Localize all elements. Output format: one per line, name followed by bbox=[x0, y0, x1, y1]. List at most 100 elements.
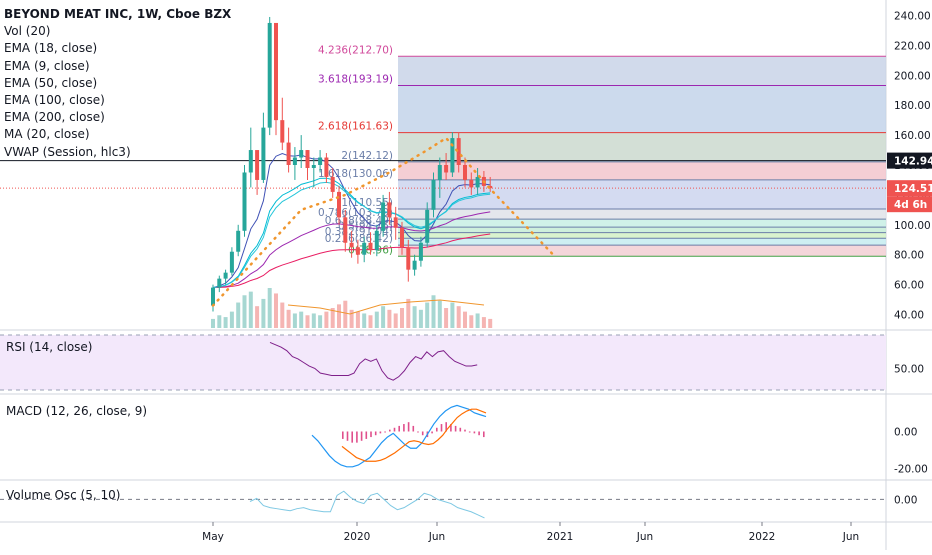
candle-body bbox=[374, 230, 379, 251]
macd-histogram-bar bbox=[431, 431, 433, 434]
candle-body bbox=[418, 242, 423, 261]
volume-bar bbox=[267, 288, 272, 328]
volume-bar bbox=[311, 313, 316, 328]
candle-body bbox=[280, 120, 285, 143]
candle-body bbox=[236, 230, 241, 252]
price-tag bbox=[887, 180, 932, 197]
indicator-item[interactable]: EMA (18, close) bbox=[4, 41, 98, 56]
volume-bar bbox=[229, 311, 234, 328]
indicator-list: Vol (20) EMA (18, close) EMA (9, close) EMA… bbox=[4, 23, 231, 161]
macd-histogram-bar bbox=[464, 429, 466, 432]
indicator-item[interactable]: EMA (100, close) bbox=[4, 93, 105, 108]
price-tick-label: 200.00 bbox=[894, 70, 931, 82]
time-tick-label: Jun bbox=[636, 531, 653, 543]
macd-histogram-bar bbox=[370, 431, 372, 438]
time-tick-label: 2022 bbox=[749, 531, 776, 543]
candle-body bbox=[242, 172, 247, 231]
price-tag bbox=[887, 152, 932, 169]
macd-histogram-bar bbox=[412, 425, 415, 432]
price-tag-label: 142.94 bbox=[894, 156, 932, 168]
volume-bar bbox=[299, 311, 304, 328]
candle-body bbox=[463, 165, 467, 180]
indicator-item[interactable]: VWAP (Session, hlc3) bbox=[4, 144, 131, 159]
indicator-item[interactable]: MA (20, close) bbox=[4, 127, 90, 142]
volosc-pane-label[interactable]: Volume Osc (5, 10) bbox=[6, 488, 121, 502]
price-tag-label: 124.51 bbox=[894, 183, 932, 195]
volume-bar bbox=[437, 300, 442, 328]
volume-bar bbox=[286, 309, 291, 328]
candle-body bbox=[286, 142, 291, 165]
volume-bar bbox=[280, 302, 285, 328]
main-legend: BEYOND MEAT INC, 1W, Cboe BZX Vol (20) EM… bbox=[4, 6, 231, 161]
candle-body bbox=[305, 150, 310, 168]
macd-histogram-bar bbox=[403, 424, 405, 432]
candle-body bbox=[274, 22, 278, 121]
candle-body bbox=[450, 138, 455, 173]
candle-body bbox=[355, 247, 360, 255]
candle-body bbox=[400, 227, 404, 248]
indicator-item[interactable]: EMA (9, close) bbox=[4, 58, 90, 73]
time-tick-label: May bbox=[202, 531, 224, 543]
volume-bar bbox=[305, 315, 310, 328]
macd-pane-label[interactable]: MACD (12, 26, close, 9) bbox=[6, 404, 148, 418]
candle-body bbox=[255, 150, 260, 180]
volume-bar bbox=[400, 308, 404, 328]
candle-body bbox=[393, 217, 398, 228]
volume-bar bbox=[463, 311, 467, 328]
price-tag bbox=[887, 196, 932, 213]
price-tick-label: 80.00 bbox=[894, 250, 924, 262]
volume-bar bbox=[425, 302, 430, 328]
volume-bar bbox=[368, 315, 373, 328]
price-tick-label: 180.00 bbox=[894, 100, 931, 112]
macd-histogram-bar bbox=[483, 431, 485, 438]
macd-histogram-bar bbox=[468, 431, 471, 433]
fib-level-label: 4.236(212.70) bbox=[318, 44, 393, 56]
macd-histogram-bar bbox=[346, 431, 349, 441]
price-tag-label: 4d 6h bbox=[894, 199, 927, 211]
indicator-item[interactable]: EMA (50, close) bbox=[4, 75, 98, 90]
macd-histogram-bar bbox=[393, 427, 396, 432]
macd-histogram-bar bbox=[450, 424, 452, 432]
macd-histogram-bar bbox=[398, 425, 400, 432]
candle-body bbox=[349, 242, 354, 248]
indicator-item[interactable]: Vol (20) bbox=[4, 24, 51, 39]
fib-band bbox=[398, 232, 886, 239]
candle-body bbox=[330, 176, 335, 192]
candle-body bbox=[337, 191, 341, 218]
macd-histogram-bar bbox=[365, 431, 368, 439]
fib-level-label: 0.786(103.79) bbox=[318, 207, 393, 219]
volume-bar bbox=[324, 311, 329, 328]
volume-bar bbox=[450, 302, 455, 328]
time-tick-label: 2021 bbox=[547, 531, 574, 543]
symbol-title[interactable]: BEYOND MEAT INC, 1W, Cboe BZX bbox=[4, 7, 232, 21]
price-tick-label: 40.00 bbox=[894, 310, 924, 322]
moving-average-line bbox=[212, 211, 491, 289]
candle-body bbox=[437, 165, 442, 180]
volume-bar bbox=[343, 300, 348, 328]
macd-histogram-bar bbox=[445, 422, 447, 432]
candle-body bbox=[267, 22, 272, 128]
time-tick-label: Jun bbox=[842, 531, 859, 543]
volume-ma-line bbox=[287, 299, 485, 315]
candle-body bbox=[425, 209, 430, 243]
macd-histogram-bar bbox=[407, 422, 410, 432]
fib-band bbox=[398, 227, 886, 233]
rsi-pane-label[interactable]: RSI (14, close) bbox=[6, 340, 93, 354]
macd-tick-label: -20.00 bbox=[894, 464, 928, 476]
volume-bar bbox=[330, 308, 335, 328]
volume-bar bbox=[362, 313, 367, 328]
volume-bar bbox=[236, 302, 241, 328]
rsi-line bbox=[269, 341, 478, 381]
candle-body bbox=[387, 202, 392, 218]
candle-body bbox=[431, 179, 436, 210]
macd-histogram-bar bbox=[356, 431, 358, 443]
candle-body bbox=[362, 242, 367, 255]
volume-bar bbox=[248, 291, 253, 328]
macd-histogram-bar bbox=[360, 431, 363, 441]
indicator-item[interactable]: EMA (200, close) bbox=[4, 110, 105, 125]
volume-bar bbox=[223, 317, 228, 328]
volume-bar bbox=[211, 318, 215, 328]
volume-bar bbox=[374, 311, 379, 328]
